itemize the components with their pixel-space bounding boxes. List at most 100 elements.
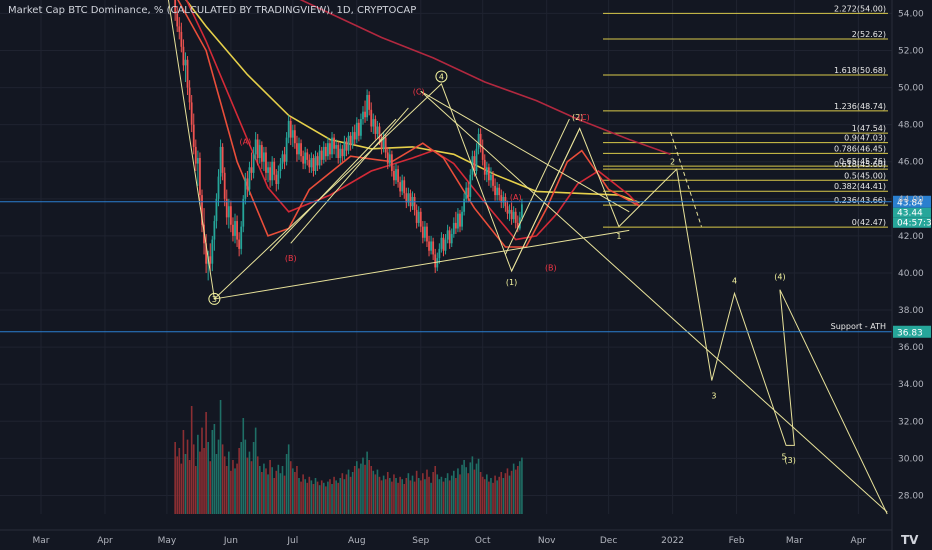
fib-label: 0.382(44.41) bbox=[834, 182, 886, 191]
candle-body bbox=[238, 239, 241, 249]
y-tick-label: 28.00 bbox=[898, 491, 924, 501]
volume-bar bbox=[438, 479, 441, 514]
volume-bar bbox=[215, 454, 218, 514]
candle-body bbox=[273, 161, 276, 175]
candle-body bbox=[395, 169, 397, 181]
candle-body bbox=[312, 158, 315, 172]
candle-body bbox=[347, 135, 350, 151]
volume-bar bbox=[436, 474, 439, 514]
wave-label: (4) bbox=[774, 273, 785, 282]
candle-body bbox=[256, 139, 259, 159]
volume-bar bbox=[351, 472, 354, 514]
volume-bar bbox=[269, 460, 271, 514]
candle-body bbox=[326, 143, 329, 157]
candle-body bbox=[494, 185, 496, 196]
volume-bar bbox=[506, 468, 509, 514]
wave-label: (A) bbox=[239, 137, 251, 146]
volume-bar bbox=[337, 482, 340, 514]
candle-body bbox=[380, 139, 383, 149]
volume-bar bbox=[178, 448, 181, 514]
fib-label: 0.5(45.00) bbox=[844, 171, 886, 180]
volume-bar bbox=[473, 469, 476, 514]
candle-body bbox=[434, 254, 437, 268]
candle-body bbox=[345, 141, 348, 151]
volume-bar bbox=[302, 474, 304, 514]
volume-bar bbox=[287, 444, 290, 514]
wave-label: (3) bbox=[785, 456, 796, 465]
volume-bar bbox=[248, 451, 251, 514]
x-tick-label: Sep bbox=[412, 536, 429, 546]
y-tick-label: 44.00 bbox=[898, 195, 924, 205]
candle-body bbox=[448, 230, 451, 244]
y-tick-label: 52.00 bbox=[898, 46, 924, 56]
moving-average-line bbox=[177, 0, 640, 248]
volume-bar bbox=[223, 456, 226, 514]
volume-bar bbox=[306, 482, 309, 514]
candle-body bbox=[178, 26, 181, 32]
candle-body bbox=[475, 148, 478, 172]
wave-label: 4 bbox=[439, 72, 444, 81]
fib-label: 0.786(46.45) bbox=[834, 144, 886, 153]
volume-bar bbox=[430, 482, 432, 514]
volume-bar bbox=[219, 400, 222, 514]
candle-body bbox=[461, 211, 463, 227]
candle-body bbox=[329, 143, 331, 155]
candle-body bbox=[372, 119, 375, 127]
volume-bar bbox=[318, 485, 321, 514]
x-tick-label: Apr bbox=[97, 536, 113, 546]
price-label: 36.83 bbox=[897, 328, 923, 338]
volume-bar bbox=[364, 464, 366, 514]
fib-label: 2.272(54.00) bbox=[834, 4, 886, 13]
volume-bar bbox=[514, 469, 517, 514]
candle-body bbox=[298, 143, 300, 155]
price-label-box bbox=[893, 325, 931, 338]
wave-label: (B) bbox=[545, 263, 557, 272]
wave-label-circle bbox=[208, 292, 221, 305]
wave-label: (B) bbox=[285, 254, 297, 263]
volume-bar bbox=[453, 470, 455, 514]
price-label-box bbox=[893, 217, 931, 228]
wave-label: 1 bbox=[616, 232, 621, 241]
volume-bar bbox=[203, 448, 205, 514]
candle-body bbox=[409, 193, 412, 207]
volume-bar bbox=[463, 460, 465, 514]
candle-body bbox=[225, 198, 228, 218]
candle-body bbox=[477, 133, 480, 149]
candle-body bbox=[521, 204, 523, 218]
volume-bar bbox=[209, 461, 212, 514]
candle-body bbox=[514, 211, 517, 223]
volume-bar bbox=[426, 469, 428, 514]
volume-bar bbox=[403, 484, 406, 514]
candle-body bbox=[487, 167, 490, 181]
volume-bar bbox=[405, 478, 408, 514]
volume-bar bbox=[440, 476, 443, 514]
volume-bar bbox=[465, 467, 467, 514]
volume-bar bbox=[444, 478, 447, 514]
candle-body bbox=[399, 182, 402, 192]
volume-bar bbox=[184, 454, 187, 514]
volume-bar bbox=[331, 484, 333, 514]
price-label-box bbox=[893, 207, 931, 218]
candle-body bbox=[263, 152, 265, 162]
candle-body bbox=[483, 159, 486, 175]
volume-bar bbox=[271, 467, 273, 514]
drawing-lines bbox=[167, 0, 888, 515]
candle-body bbox=[318, 150, 321, 166]
candle-body bbox=[232, 224, 234, 236]
x-tick-label: Feb bbox=[729, 536, 745, 546]
candle-body bbox=[510, 209, 513, 220]
candle-body bbox=[320, 150, 323, 160]
support-label: Support - ATH bbox=[831, 322, 886, 331]
volume-bar bbox=[471, 456, 474, 514]
volume-bar bbox=[238, 448, 240, 514]
fib-label: 0.9(47.03) bbox=[844, 134, 886, 143]
candle-body bbox=[314, 156, 317, 172]
candle-body bbox=[252, 154, 255, 173]
volume-bar bbox=[192, 444, 195, 514]
candle-body bbox=[378, 126, 381, 140]
volume-bar bbox=[395, 478, 397, 514]
volume-bar bbox=[510, 470, 513, 514]
